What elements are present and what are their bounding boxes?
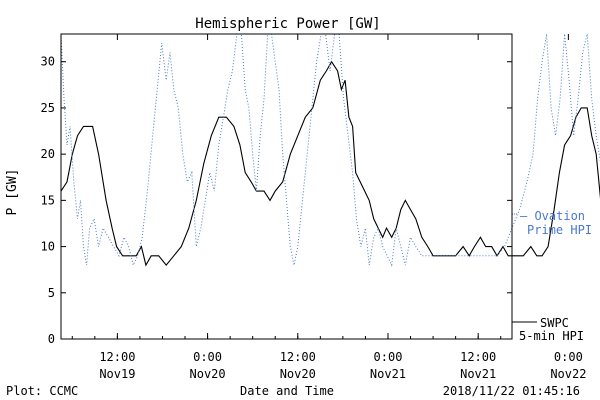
x-tick-label-date: Nov22 (550, 367, 586, 381)
x-tick-label-time: 12:00 (280, 350, 316, 364)
y-tick-label: 10 (41, 240, 55, 254)
y-tick-label: 0 (48, 332, 55, 346)
x-tick-label-time: 0:00 (193, 350, 222, 364)
legend-label: Prime HPI (527, 223, 592, 237)
x-tick-label-time: 12:00 (99, 350, 135, 364)
legend-label: SWPC (540, 316, 569, 330)
y-tick-label: 25 (41, 101, 55, 115)
chart-title: Hemispheric Power [GW] (195, 16, 380, 32)
x-tick-label-date: Nov21 (460, 367, 496, 381)
x-tick-label-time: 0:00 (374, 350, 403, 364)
x-tick-label-date: Nov20 (190, 367, 226, 381)
series-layer (60, 33, 600, 267)
axis-layer: 0 5 10 15 20 25 30 12:00 Nov19 0:00 Nov20 12:00 Nov2… (41, 34, 586, 381)
y-tick-label: 20 (41, 147, 55, 161)
y-tick-label: 15 (41, 193, 55, 207)
series-line-ovation-prime (60, 33, 600, 267)
x-tick-label-date: Nov21 (370, 367, 406, 381)
timestamp: 2018/11/22 01:45:16 (443, 384, 580, 398)
y-tick-label: 30 (41, 55, 55, 69)
legend-label: — Ovation (520, 209, 585, 223)
x-tick-label-time: 0:00 (554, 350, 583, 364)
x-axis-label: Date and Time (240, 384, 334, 398)
y-tick-label: 5 (48, 286, 55, 300)
y-axis-label: P [GW] (5, 169, 20, 216)
x-tick-label-date: Nov20 (280, 367, 316, 381)
series-line-swpc (60, 60, 600, 267)
x-tick-label-date: Nov19 (99, 367, 135, 381)
x-tick-label-time: 12:00 (460, 350, 496, 364)
legend-label: 5-min HPI (519, 329, 584, 343)
plot-frame (60, 33, 513, 340)
plot-credit: Plot: CCMC (6, 384, 78, 398)
